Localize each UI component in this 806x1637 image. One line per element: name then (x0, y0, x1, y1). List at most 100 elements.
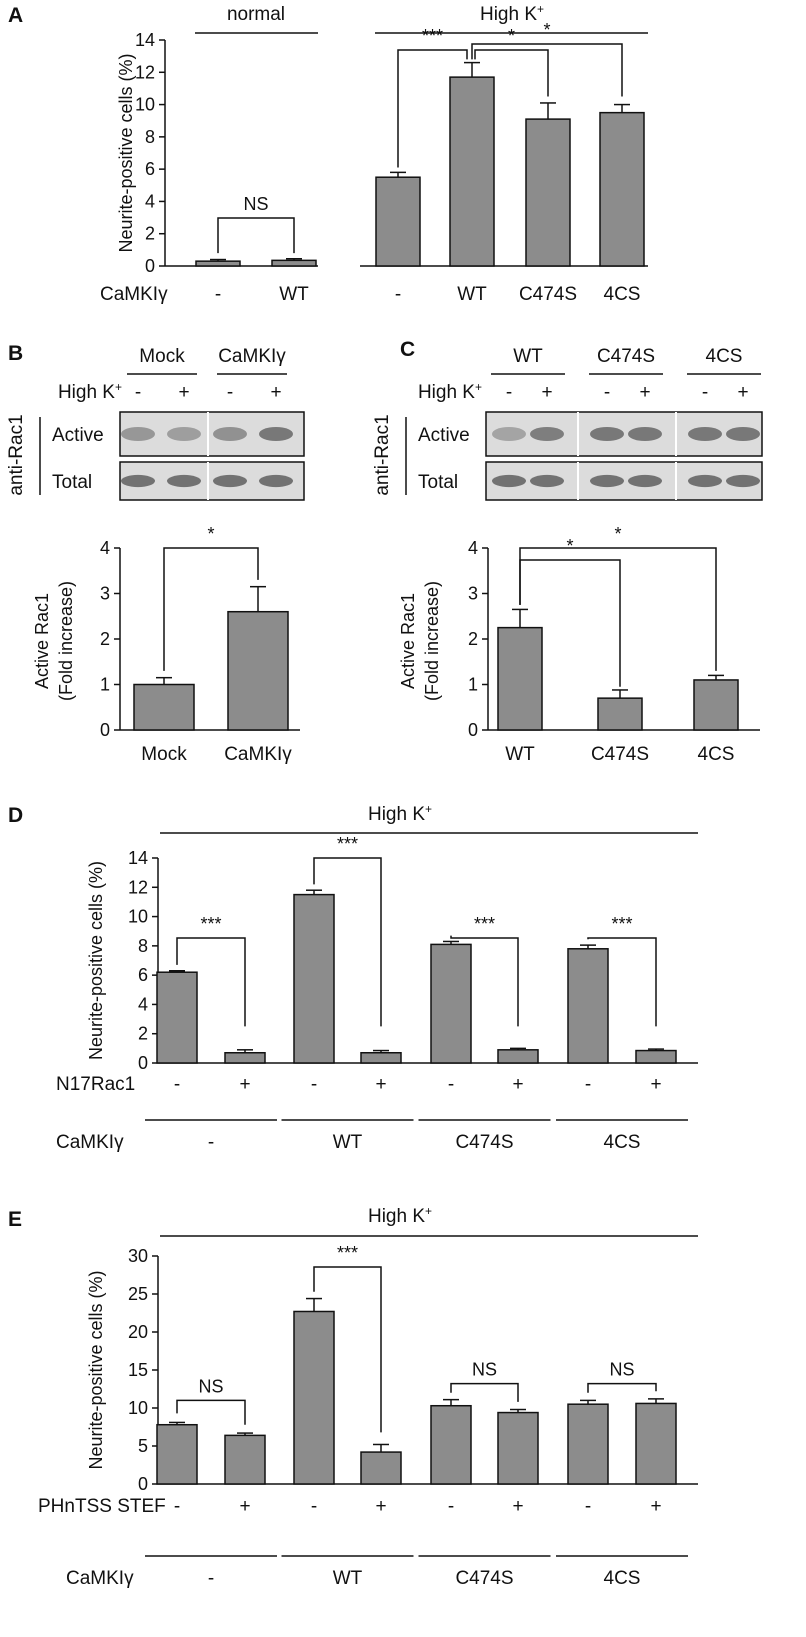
e-sign: + (512, 1496, 523, 1517)
a-y-tick-label: 8 (145, 127, 155, 147)
panel-label-a: A (8, 4, 23, 27)
d-y-tick-label: 8 (138, 936, 148, 956)
c-blot-group-label: 4CS (706, 346, 743, 367)
c-0-bar (497, 626, 543, 731)
e-0-bar (156, 1423, 198, 1485)
a-ns-significance: NS (243, 194, 268, 214)
c-y-tick-label: 1 (468, 675, 478, 695)
b-y-tick-label: 3 (100, 584, 110, 604)
d-0-bar (156, 971, 198, 1064)
d-7-bar (635, 1049, 677, 1064)
panel-label-b: B (8, 342, 23, 365)
d-row-label-n17rac1: N17Rac1 (56, 1074, 135, 1095)
c-blot-row-total: Total (418, 472, 458, 493)
panel-label-e: E (8, 1208, 22, 1231)
e-sign: + (650, 1496, 661, 1517)
d-sign: + (375, 1074, 386, 1095)
b-y-tick-label: 1 (100, 675, 110, 695)
e-y-tick-label: 20 (128, 1322, 148, 1342)
a-normal-0-bar (195, 260, 241, 267)
d-sign: - (311, 1074, 317, 1095)
b-blot-sign: + (178, 382, 189, 403)
b-blot-highk-label: High K+ (58, 380, 122, 403)
b-blot-sign: - (135, 382, 141, 403)
b-total-blot-band (121, 474, 155, 488)
b-blot-row-total: Total (52, 472, 92, 493)
a-sig2-significance: * (508, 26, 515, 46)
a-y-tick-label: 6 (145, 159, 155, 179)
d-sig3-bracket (587, 937, 657, 1027)
e-y-tick-label: 15 (128, 1360, 148, 1380)
e-row-label-phntss: PHnTSS STEF (38, 1496, 166, 1517)
a-normal-1-bar (271, 259, 317, 267)
e-group-label: WT (333, 1568, 363, 1589)
panel-label-c: C (400, 338, 415, 361)
b-active-blot-band (121, 426, 155, 442)
d-sig3-significance: *** (611, 914, 632, 934)
d-row-label-camki: CaMKIγ (56, 1132, 124, 1153)
c-total-blot-band (492, 474, 526, 488)
b-blot-sign: + (270, 382, 281, 403)
e-3-bar (360, 1451, 402, 1485)
a-category-label: - (395, 284, 401, 305)
d-y-tick-label: 14 (128, 848, 148, 868)
b-total-blot-band (167, 474, 201, 488)
c-blot-sign: + (737, 382, 748, 403)
a-y-tick-label: 4 (145, 191, 155, 211)
d-group-label: 4CS (604, 1132, 641, 1153)
e-sign: + (239, 1496, 250, 1517)
a-category-label: - (215, 284, 221, 305)
b-blot-sign: - (227, 382, 233, 403)
d-sign: - (585, 1074, 591, 1095)
d-sign: + (512, 1074, 523, 1095)
b-active-blot-band (259, 426, 293, 442)
c-blot-highk-label: High K+ (418, 380, 482, 403)
e-sig2-bracket (450, 1382, 519, 1402)
d-y-tick-label: 12 (128, 877, 148, 897)
c-category-label: WT (505, 744, 535, 765)
b-1-bar (227, 610, 289, 731)
d-2-bar (293, 893, 335, 1064)
d-group-label: - (208, 1132, 214, 1153)
e-sign: + (375, 1496, 386, 1517)
a-ns-bracket (217, 217, 295, 254)
d-y-tick-label: 4 (138, 994, 148, 1014)
d-sig0-significance: *** (200, 914, 221, 934)
a-sig1-bracket (397, 49, 468, 168)
d-sig2-significance: *** (474, 914, 495, 934)
e-6-bar (567, 1403, 609, 1485)
a-highk-3-bar (599, 111, 645, 267)
d-sign: - (448, 1074, 454, 1095)
b-y-tick-label: 2 (100, 629, 110, 649)
c-total-blot-band (530, 474, 564, 488)
c-total-blot-band (726, 474, 760, 488)
c-sig2-significance: * (614, 524, 621, 544)
b-blot-group-label: CaMKIγ (218, 346, 286, 367)
d-sign: + (650, 1074, 661, 1095)
e-sig3-significance: NS (609, 1360, 634, 1380)
a-y-tick-label: 0 (145, 256, 155, 276)
d-sig0-bracket (176, 937, 246, 1027)
a-highk-2-bar (525, 118, 571, 267)
a-category-label: WT (279, 284, 309, 305)
c-blot-group-label: C474S (597, 346, 655, 367)
d-sign: - (174, 1074, 180, 1095)
a-highk-1-bar (449, 76, 495, 267)
c-sig1-significance: * (566, 536, 573, 556)
a-highk-0-bar (375, 176, 421, 267)
d-y-tick-label: 10 (128, 907, 148, 927)
c-total-blot-band (628, 474, 662, 488)
d-title: High K+ (368, 802, 432, 825)
c-y-tick-label: 2 (468, 629, 478, 649)
c-2-bar (693, 679, 739, 731)
a-sig1-significance: *** (422, 26, 443, 46)
a-category-label: WT (457, 284, 487, 305)
a-sig3-bracket (471, 43, 623, 97)
d-3-bar (360, 1052, 402, 1064)
e-y-tick-label: 30 (128, 1246, 148, 1266)
e-sign: - (174, 1496, 180, 1517)
a-sig3-significance: * (543, 20, 550, 40)
c-y-tick-label: 4 (468, 538, 478, 558)
c-y-axis-label: Active Rac1 (398, 593, 418, 689)
